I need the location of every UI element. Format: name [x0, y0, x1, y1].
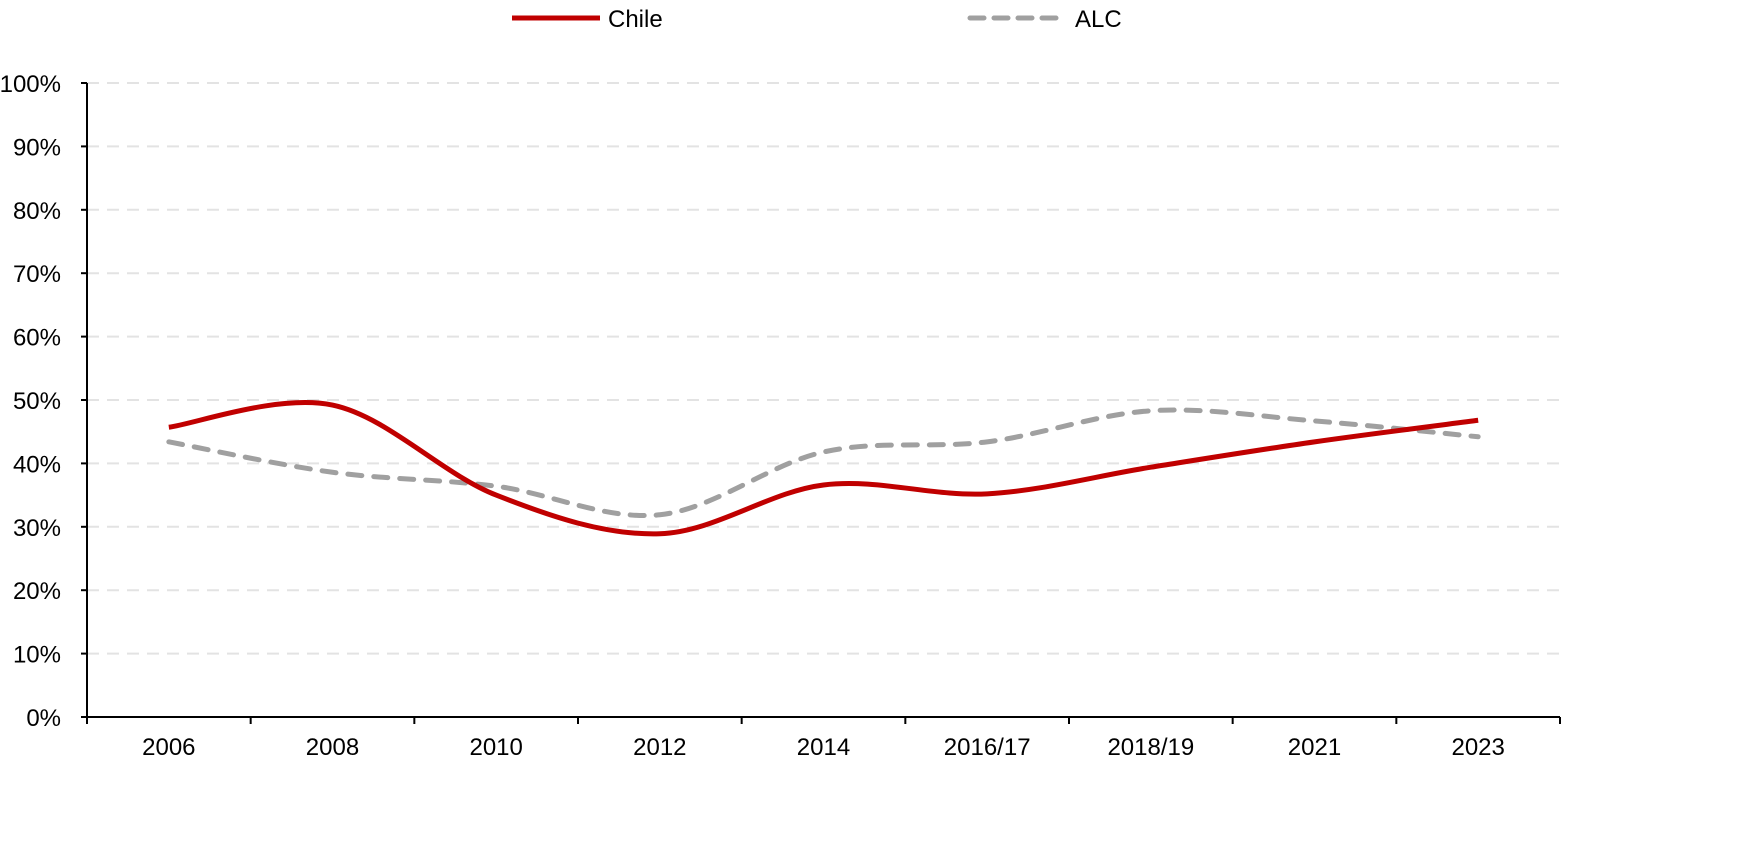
- y-tick-label: 20%: [13, 578, 61, 605]
- x-tick-label: 2006: [142, 734, 195, 761]
- x-tick-label: 2018/19: [1107, 734, 1194, 761]
- series-line-alc: [166, 407, 1481, 518]
- y-tick-label: 40%: [13, 451, 61, 478]
- y-tick-label: 50%: [13, 388, 61, 415]
- y-tick-label: 80%: [13, 198, 61, 225]
- y-tick-label: 70%: [13, 261, 61, 288]
- x-axis-ticks: 2006 2008 2010 2012 2014 2016/17 2018/19 2021 20…: [86, 717, 1561, 761]
- series-line-chile: [168, 400, 1479, 537]
- x-tick-label: 2016/17: [944, 734, 1031, 761]
- y-tick-label: 0%: [26, 705, 61, 732]
- x-tick-label: 2008: [306, 734, 359, 761]
- x-tick-label: 2014: [797, 734, 850, 761]
- y-tick-label: 60%: [13, 325, 61, 352]
- legend-label-chile: Chile: [608, 6, 663, 33]
- y-tick-label: 30%: [13, 515, 61, 542]
- x-tick-label: 2012: [633, 734, 686, 761]
- y-tick-label: 90%: [13, 134, 61, 161]
- x-tick-label: 2010: [469, 734, 522, 761]
- legend-label-alc: ALC: [1075, 6, 1122, 33]
- y-tick-label: 10%: [13, 642, 61, 669]
- x-tick-label: 2021: [1288, 734, 1341, 761]
- x-tick-label: 2023: [1451, 734, 1504, 761]
- legend: Chile ALC: [512, 6, 1122, 33]
- y-axis-ticks: 0% 10% 20% 30% 40% 50% 60% 70% 80% 90% 100%: [0, 71, 87, 732]
- series-lines: [166, 400, 1481, 537]
- y-tick-label: 100%: [0, 71, 61, 98]
- gridlines: [87, 82, 1560, 655]
